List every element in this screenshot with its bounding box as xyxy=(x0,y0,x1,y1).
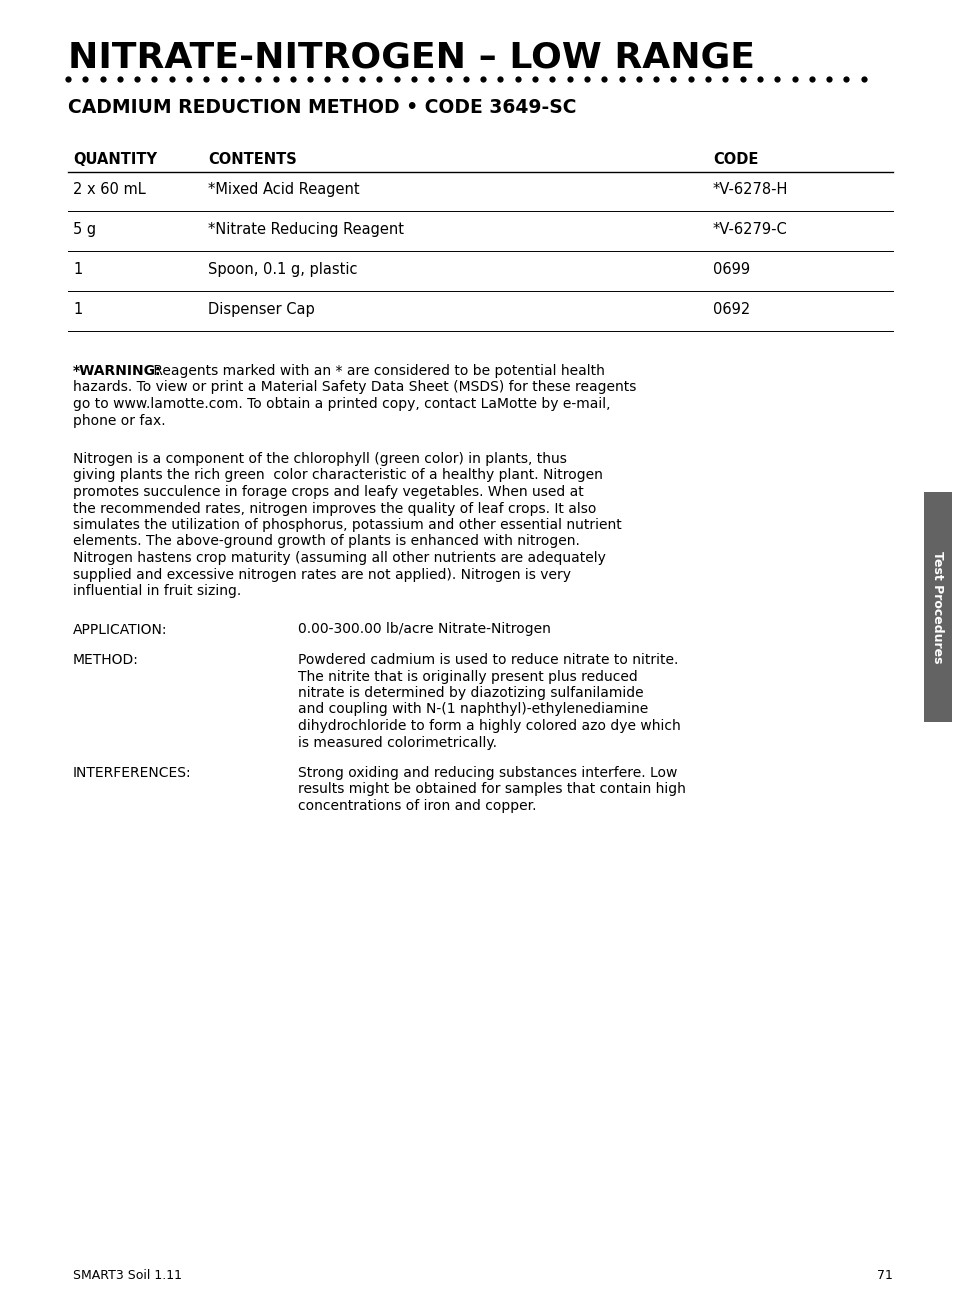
Text: CONTENTS: CONTENTS xyxy=(208,152,296,167)
Text: 1: 1 xyxy=(73,262,82,277)
Text: concentrations of iron and copper.: concentrations of iron and copper. xyxy=(297,799,536,813)
Text: 5 g: 5 g xyxy=(73,222,96,237)
Text: QUANTITY: QUANTITY xyxy=(73,152,157,167)
Text: INTERFERENCES:: INTERFERENCES: xyxy=(73,766,192,781)
Text: *V-6279-C: *V-6279-C xyxy=(712,222,787,237)
Text: the recommended rates, nitrogen improves the quality of leaf crops. It also: the recommended rates, nitrogen improves… xyxy=(73,501,596,516)
Text: Dispenser Cap: Dispenser Cap xyxy=(208,302,314,318)
Text: Reagents marked with an * are considered to be potential health: Reagents marked with an * are considered… xyxy=(149,363,604,378)
Text: *Nitrate Reducing Reagent: *Nitrate Reducing Reagent xyxy=(208,222,403,237)
Text: 2 x 60 mL: 2 x 60 mL xyxy=(73,182,146,197)
Text: promotes succulence in forage crops and leafy vegetables. When used at: promotes succulence in forage crops and … xyxy=(73,485,583,499)
Text: supplied and excessive nitrogen rates are not applied). Nitrogen is very: supplied and excessive nitrogen rates ar… xyxy=(73,568,571,581)
Text: Spoon, 0.1 g, plastic: Spoon, 0.1 g, plastic xyxy=(208,262,357,277)
Text: dihydrochloride to form a highly colored azo dye which: dihydrochloride to form a highly colored… xyxy=(297,719,680,733)
Text: Strong oxiding and reducing substances interfere. Low: Strong oxiding and reducing substances i… xyxy=(297,766,677,781)
Text: simulates the utilization of phosphorus, potassium and other essential nutrient: simulates the utilization of phosphorus,… xyxy=(73,518,621,531)
Text: *WARNING:: *WARNING: xyxy=(73,363,161,378)
Text: SMART3 Soil 1.11: SMART3 Soil 1.11 xyxy=(73,1269,182,1282)
Bar xyxy=(923,492,951,722)
Text: APPLICATION:: APPLICATION: xyxy=(73,622,168,636)
Text: results might be obtained for samples that contain high: results might be obtained for samples th… xyxy=(297,782,685,796)
Text: Nitrogen is a component of the chlorophyll (green color) in plants, thus: Nitrogen is a component of the chlorophy… xyxy=(73,453,566,466)
Text: CODE: CODE xyxy=(712,152,758,167)
Text: 0692: 0692 xyxy=(712,302,749,318)
Text: 1: 1 xyxy=(73,302,82,318)
Text: go to www.lamotte.com. To obtain a printed copy, contact LaMotte by e-mail,: go to www.lamotte.com. To obtain a print… xyxy=(73,398,610,411)
Text: *Mixed Acid Reagent: *Mixed Acid Reagent xyxy=(208,182,359,197)
Text: Powdered cadmium is used to reduce nitrate to nitrite.: Powdered cadmium is used to reduce nitra… xyxy=(297,653,678,666)
Text: 0699: 0699 xyxy=(712,262,749,277)
Text: influential in fruit sizing.: influential in fruit sizing. xyxy=(73,584,241,598)
Text: is measured colorimetrically.: is measured colorimetrically. xyxy=(297,736,497,749)
Text: 0.00-300.00 lb/acre Nitrate-Nitrogen: 0.00-300.00 lb/acre Nitrate-Nitrogen xyxy=(297,622,550,636)
Text: *V-6278-H: *V-6278-H xyxy=(712,182,787,197)
Text: NITRATE-NITROGEN – LOW RANGE: NITRATE-NITROGEN – LOW RANGE xyxy=(68,39,754,73)
Text: Test Procedures: Test Procedures xyxy=(930,551,943,664)
Text: giving plants the rich green  color characteristic of a healthy plant. Nitrogen: giving plants the rich green color chara… xyxy=(73,468,602,483)
Text: The nitrite that is originally present plus reduced: The nitrite that is originally present p… xyxy=(297,669,638,684)
Text: and coupling with N-(1 naphthyl)-ethylenediamine: and coupling with N-(1 naphthyl)-ethylen… xyxy=(297,702,648,716)
Text: elements. The above-ground growth of plants is enhanced with nitrogen.: elements. The above-ground growth of pla… xyxy=(73,534,579,548)
Text: phone or fax.: phone or fax. xyxy=(73,413,166,428)
Text: Nitrogen hastens crop maturity (assuming all other nutrients are adequately: Nitrogen hastens crop maturity (assuming… xyxy=(73,551,605,565)
Text: METHOD:: METHOD: xyxy=(73,653,139,666)
Text: hazards. To view or print a Material Safety Data Sheet (MSDS) for these reagents: hazards. To view or print a Material Saf… xyxy=(73,380,636,395)
Text: nitrate is determined by diazotizing sulfanilamide: nitrate is determined by diazotizing sul… xyxy=(297,686,643,701)
Text: CADMIUM REDUCTION METHOD • CODE 3649-SC: CADMIUM REDUCTION METHOD • CODE 3649-SC xyxy=(68,98,576,117)
Text: 71: 71 xyxy=(876,1269,892,1282)
